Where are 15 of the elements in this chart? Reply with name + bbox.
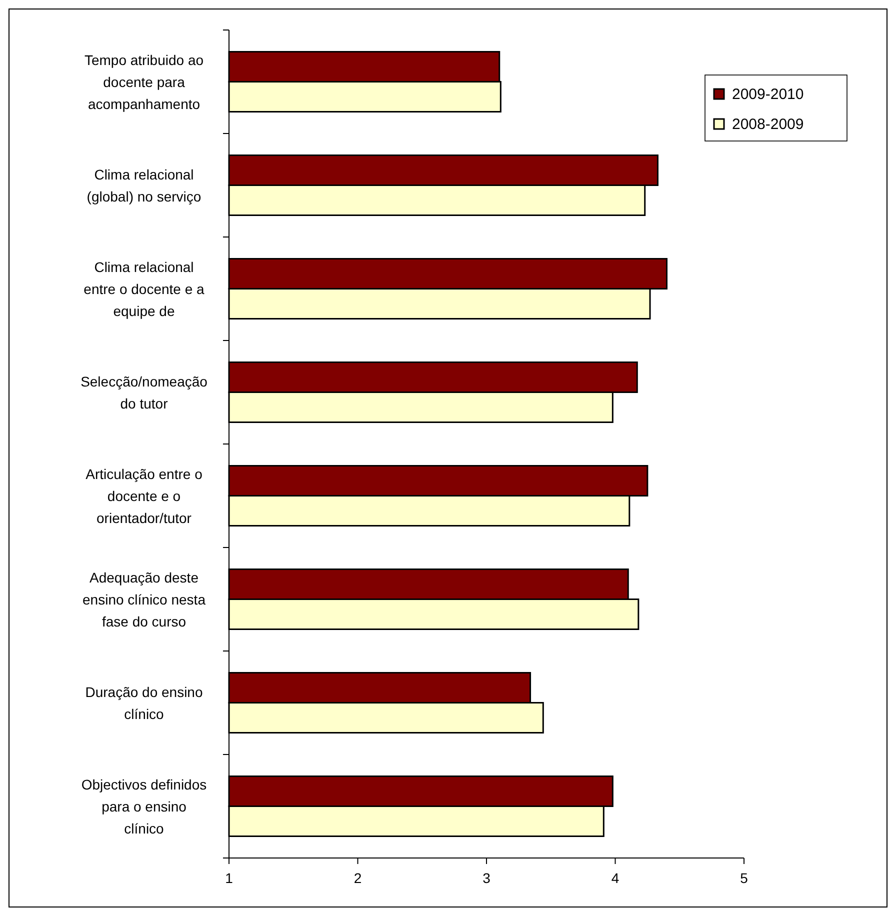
- y-tick-label: Clima relacional (global) no serviço: [86, 166, 202, 204]
- x-tick-label: 1: [225, 870, 234, 886]
- x-tick-label: 2: [354, 870, 362, 886]
- y-tick-label: Adequação deste ensino clínico nesta fase do curso: [82, 569, 206, 630]
- y-tick-label: Selecção/nomeação do tutor: [80, 373, 208, 412]
- y-tick-label: Clima relacional entre o docente e a equipe de: [84, 258, 205, 319]
- legend-label: 2008-2009: [732, 116, 804, 133]
- x-tick-label: 5: [740, 870, 748, 886]
- y-tick-label: Duração do ensino clínico: [85, 684, 203, 722]
- legend-label: 2009-2010: [732, 86, 804, 103]
- y-tick-label: Articulação entre o docente e o orientador/tutor: [86, 466, 203, 526]
- x-tick-label: 4: [611, 870, 620, 886]
- y-tick-label: Tempo atribuido ao docente para acompanhamento: [84, 52, 204, 112]
- x-tick-label: 3: [482, 870, 491, 886]
- y-tick-label: Objectivos definidos para o ensino clínico: [81, 776, 207, 836]
